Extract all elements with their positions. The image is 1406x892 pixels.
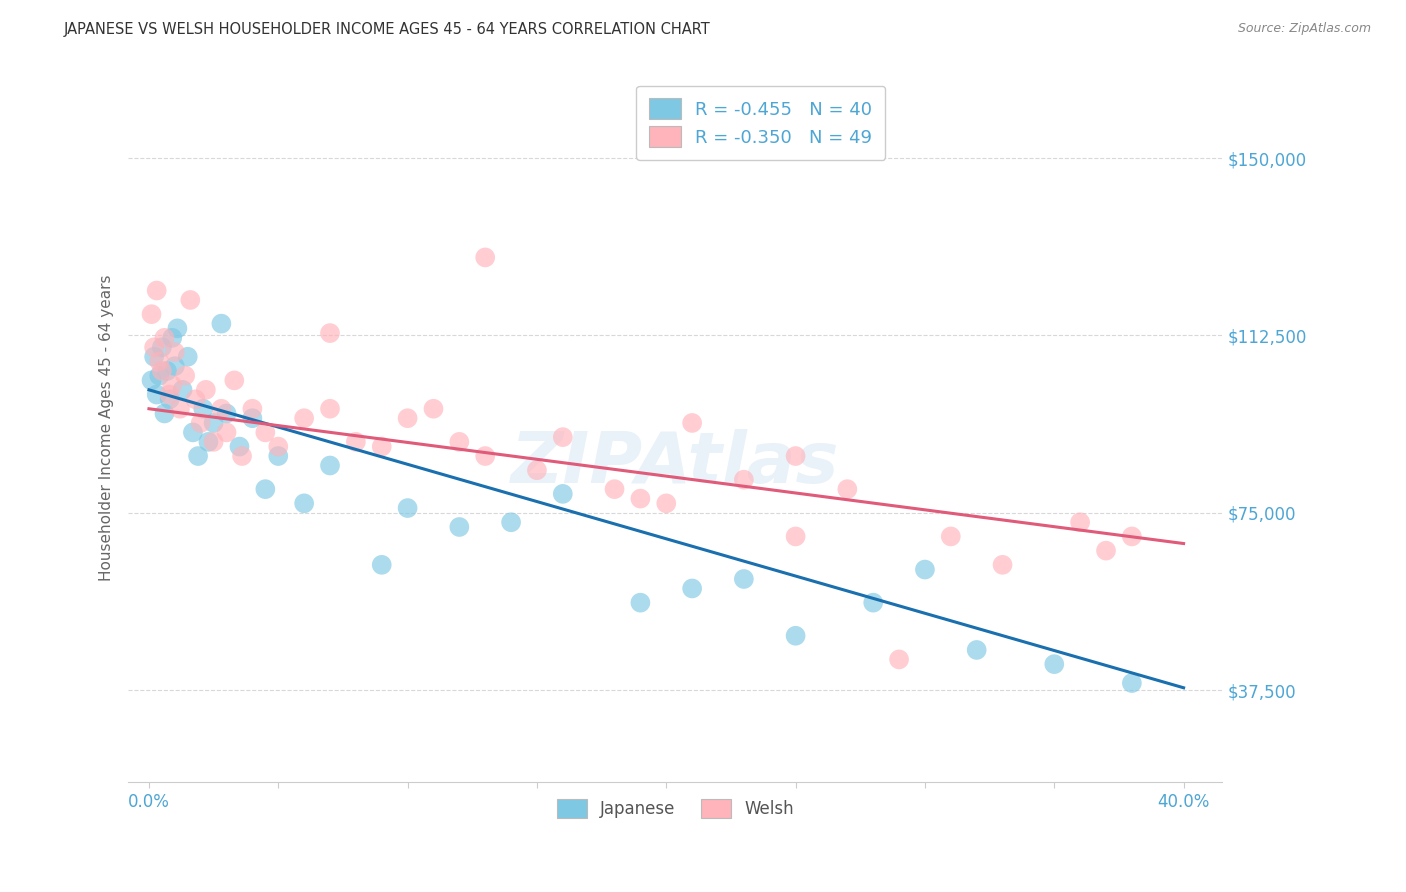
Point — [344, 434, 367, 449]
Point — [292, 496, 315, 510]
Point — [197, 434, 219, 449]
Point — [785, 449, 807, 463]
Point — [499, 515, 522, 529]
Point — [1121, 529, 1143, 543]
Point — [150, 340, 173, 354]
Point — [181, 425, 204, 440]
Point — [163, 345, 186, 359]
Point — [887, 652, 910, 666]
Point — [628, 596, 651, 610]
Point — [228, 440, 250, 454]
Point — [145, 284, 167, 298]
Point — [655, 496, 678, 510]
Point — [371, 440, 394, 454]
Point — [242, 411, 264, 425]
Point — [319, 401, 342, 416]
Point — [153, 331, 176, 345]
Point — [224, 373, 246, 387]
Point — [1069, 515, 1091, 529]
Point — [474, 449, 496, 463]
Point — [551, 487, 574, 501]
Point — [914, 563, 936, 577]
Point — [145, 387, 167, 401]
Point — [396, 411, 419, 425]
Point — [449, 434, 471, 449]
Point — [628, 491, 651, 506]
Point — [156, 364, 179, 378]
Point — [785, 529, 807, 543]
Point — [785, 629, 807, 643]
Point — [733, 572, 755, 586]
Point — [194, 383, 217, 397]
Point — [159, 387, 181, 401]
Point — [202, 434, 225, 449]
Text: Source: ZipAtlas.com: Source: ZipAtlas.com — [1237, 22, 1371, 36]
Point — [254, 425, 277, 440]
Point — [862, 596, 884, 610]
Point — [422, 401, 444, 416]
Point — [163, 359, 186, 374]
Point — [837, 482, 859, 496]
Text: ZIPAtlas: ZIPAtlas — [510, 429, 839, 498]
Point — [143, 350, 166, 364]
Point — [193, 401, 215, 416]
Point — [1121, 676, 1143, 690]
Point — [150, 364, 173, 378]
Point — [551, 430, 574, 444]
Point — [319, 458, 342, 473]
Point — [166, 321, 188, 335]
Point — [177, 350, 200, 364]
Point — [267, 449, 290, 463]
Point — [603, 482, 626, 496]
Point — [371, 558, 394, 572]
Text: JAPANESE VS WELSH HOUSEHOLDER INCOME AGES 45 - 64 YEARS CORRELATION CHART: JAPANESE VS WELSH HOUSEHOLDER INCOME AGE… — [63, 22, 710, 37]
Point — [242, 401, 264, 416]
Point — [733, 473, 755, 487]
Point — [169, 401, 191, 416]
Point — [160, 378, 183, 392]
Point — [1095, 543, 1118, 558]
Y-axis label: Householder Income Ages 45 - 64 years: Householder Income Ages 45 - 64 years — [100, 275, 114, 581]
Point — [141, 307, 163, 321]
Point — [160, 331, 183, 345]
Point — [148, 368, 170, 383]
Point — [991, 558, 1014, 572]
Point — [231, 449, 253, 463]
Point — [267, 440, 290, 454]
Point — [474, 251, 496, 265]
Point — [143, 340, 166, 354]
Point — [396, 501, 419, 516]
Point — [939, 529, 962, 543]
Point — [184, 392, 207, 407]
Point — [254, 482, 277, 496]
Point — [449, 520, 471, 534]
Point — [215, 407, 238, 421]
Point — [202, 416, 225, 430]
Point — [159, 392, 181, 407]
Point — [148, 354, 170, 368]
Point — [681, 582, 703, 596]
Point — [681, 416, 703, 430]
Point — [209, 401, 232, 416]
Point — [215, 425, 238, 440]
Point — [190, 416, 212, 430]
Point — [319, 326, 342, 340]
Point — [174, 368, 197, 383]
Point — [153, 407, 176, 421]
Point — [179, 293, 201, 307]
Point — [292, 411, 315, 425]
Point — [209, 317, 232, 331]
Point — [141, 373, 163, 387]
Point — [526, 463, 548, 477]
Legend: Japanese, Welsh: Japanese, Welsh — [550, 792, 800, 825]
Point — [172, 383, 194, 397]
Point — [966, 643, 988, 657]
Point — [1043, 657, 1066, 672]
Point — [187, 449, 209, 463]
